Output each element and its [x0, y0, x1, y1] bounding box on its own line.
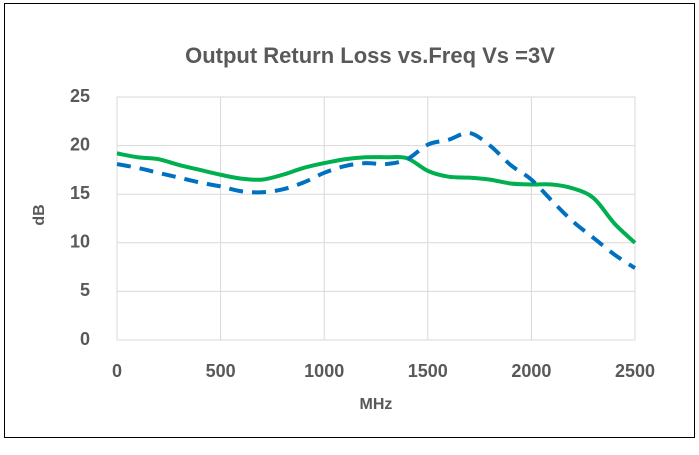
x-tick-label: 1500 — [408, 361, 448, 381]
y-tick-label: 0 — [80, 329, 90, 349]
x-tick-label: 2000 — [511, 361, 551, 381]
y-tick-label: 15 — [70, 183, 90, 203]
y-tick-label: 5 — [80, 280, 90, 300]
y-tick-label: 10 — [70, 232, 90, 252]
chart-border — [4, 3, 695, 438]
y-tick-label: 25 — [70, 86, 90, 106]
x-tick-label: 500 — [206, 361, 236, 381]
line-series — [116, 151, 637, 245]
x-tick-label: 1000 — [304, 361, 344, 381]
x-tick-label: 0 — [112, 361, 122, 381]
line-series — [116, 130, 637, 270]
y-tick-label: 20 — [70, 134, 90, 154]
x-axis-label: MHz — [360, 396, 393, 413]
x-tick-label: 2500 — [615, 361, 655, 381]
y-axis-label: dB — [31, 204, 48, 225]
chart-title: Output Return Loss vs.Freq Vs =3V — [185, 43, 555, 68]
